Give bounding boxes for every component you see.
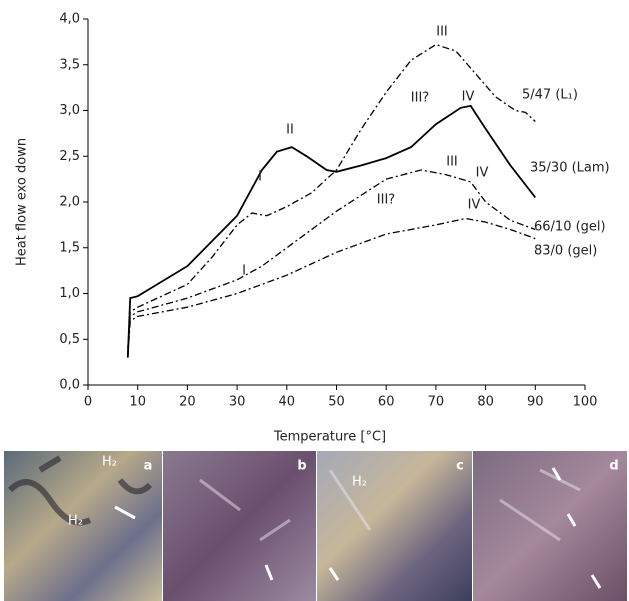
y-tick-label: 1,0 <box>59 286 80 301</box>
x-tick-label: 0 <box>84 395 92 410</box>
x-tick-label: 80 <box>477 395 494 410</box>
y-tick-label: 3,5 <box>59 57 80 72</box>
panel-label: a <box>144 459 153 474</box>
panel-label: c <box>456 459 464 474</box>
x-tick-label: 30 <box>229 395 246 410</box>
texture <box>199 468 581 542</box>
annotation: III? <box>377 193 395 208</box>
series-label: 83/0 (gel) <box>534 244 597 259</box>
panel-note: H₂ <box>68 514 83 529</box>
y-tick-label: 3,0 <box>59 103 80 118</box>
x-tick-label: 50 <box>328 395 345 410</box>
x-tick-label: 70 <box>428 395 445 410</box>
x-tick-label: 20 <box>179 395 196 410</box>
x-axis-label: Temperature [°C] <box>273 430 386 445</box>
series-label: 66/10 (gel) <box>534 220 606 235</box>
photo-b <box>163 451 316 601</box>
y-tick-label: 1,5 <box>59 240 80 255</box>
y-tick-label: 0,5 <box>59 332 80 347</box>
y-tick-label: 4,0 <box>59 12 80 27</box>
series-line <box>127 217 536 358</box>
annotation: IV <box>476 166 489 181</box>
panel-note: H₂ <box>352 475 367 490</box>
y-tick-label: 2,5 <box>59 149 80 164</box>
x-tick-label: 100 <box>573 395 598 410</box>
x-tick-label: 90 <box>527 395 544 410</box>
x-tick-label: 10 <box>129 395 146 410</box>
series-label: 35/30 (Lam) <box>530 161 610 176</box>
series-line <box>127 43 536 349</box>
series-line <box>127 169 536 354</box>
annotation: IV <box>468 198 481 213</box>
annotation: I <box>258 170 262 185</box>
annotation: II <box>286 123 294 138</box>
photo-c <box>317 451 472 601</box>
panel-label: d <box>609 459 618 474</box>
annotation: I <box>242 264 246 279</box>
y-tick-label: 2,0 <box>59 195 80 210</box>
panel-note: H₂ <box>102 455 117 470</box>
y-axis-label: Heat flow exo down <box>15 138 30 266</box>
series-label: 5/47 (L₁) <box>522 88 578 103</box>
arrows <box>114 467 602 589</box>
series-line <box>126 104 537 358</box>
texture <box>7 455 153 526</box>
photo-strip <box>4 451 627 601</box>
photo-a <box>4 451 162 601</box>
panel-label: b <box>297 459 306 474</box>
annotation: III <box>446 155 458 170</box>
annotation: III <box>436 25 448 40</box>
annotation: III? <box>411 91 429 106</box>
x-tick-label: 40 <box>279 395 296 410</box>
annotation: IV <box>462 90 475 105</box>
y-tick-label: 0,0 <box>59 378 80 393</box>
x-tick-label: 60 <box>378 395 395 410</box>
